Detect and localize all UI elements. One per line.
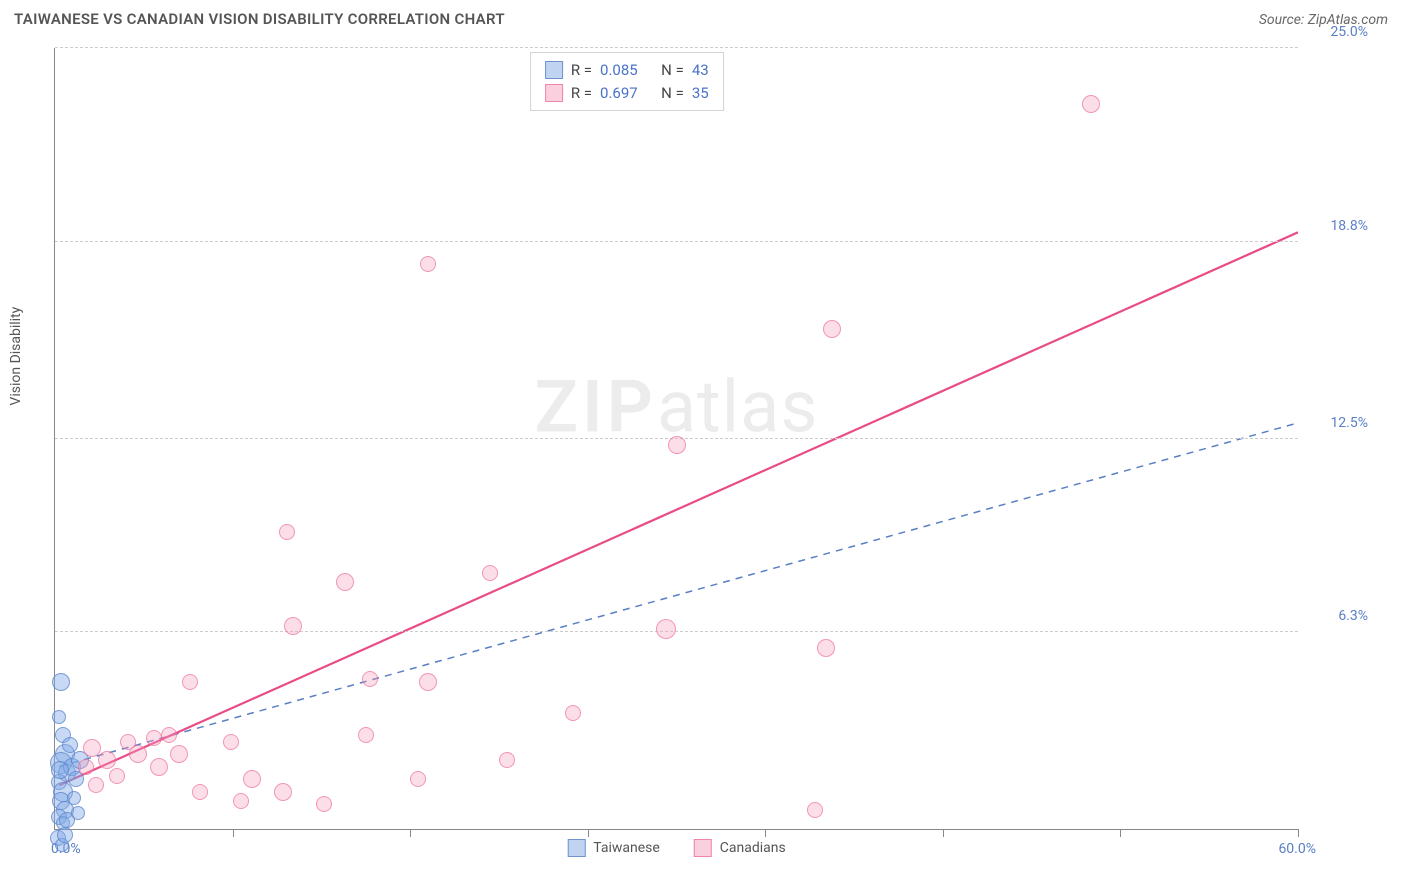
data-point	[161, 727, 177, 743]
n-value: 35	[692, 82, 709, 105]
data-point	[1082, 95, 1100, 113]
data-point	[807, 802, 823, 818]
y-tick-label: 6.3%	[1308, 608, 1368, 624]
data-point	[316, 796, 332, 812]
x-tick	[233, 829, 234, 837]
data-point	[71, 806, 85, 820]
x-tick	[765, 829, 766, 837]
r-value: 0.085	[600, 59, 638, 82]
chart-header: TAIWANESE VS CANADIAN VISION DISABILITY …	[0, 0, 1406, 34]
data-point	[78, 759, 94, 775]
data-point	[656, 619, 676, 639]
data-point	[410, 771, 426, 787]
legend-item: Canadians	[694, 839, 786, 857]
x-tick	[588, 829, 589, 837]
data-point	[192, 784, 208, 800]
legend-swatch	[545, 61, 563, 79]
data-point	[170, 745, 188, 763]
n-label: N =	[661, 82, 684, 105]
x-max-label: 60.0%	[1278, 841, 1316, 857]
trend-line	[59, 423, 1298, 767]
x-tick	[1120, 829, 1121, 837]
legend-label: Canadians	[720, 840, 786, 856]
legend-row: R = 0.697 N = 35	[545, 82, 709, 105]
correlation-legend: R = 0.085 N = 43 R = 0.697 N = 35	[530, 52, 724, 111]
data-point	[182, 674, 198, 690]
data-point	[67, 791, 81, 805]
legend-swatch	[694, 839, 712, 857]
y-tick-label: 12.5%	[1308, 415, 1368, 431]
data-point	[668, 436, 686, 454]
data-point	[284, 617, 302, 635]
x-tick	[1298, 829, 1299, 837]
data-point	[420, 256, 436, 272]
data-point	[83, 739, 101, 757]
data-point	[57, 827, 73, 843]
data-point	[419, 673, 437, 691]
data-point	[817, 639, 835, 657]
y-tick-label: 25.0%	[1308, 24, 1368, 40]
data-point	[565, 705, 581, 721]
n-value: 43	[692, 59, 709, 82]
data-point	[52, 673, 70, 691]
n-label: N =	[661, 59, 684, 82]
legend-row: R = 0.085 N = 43	[545, 59, 709, 82]
gridline	[55, 241, 1298, 242]
r-value: 0.697	[600, 82, 638, 105]
y-axis-label: Vision Disability	[8, 307, 24, 406]
data-point	[109, 768, 125, 784]
trend-line	[59, 232, 1298, 785]
data-point	[823, 320, 841, 338]
data-point	[482, 565, 498, 581]
data-point	[52, 710, 66, 724]
legend-item: Taiwanese	[567, 839, 660, 857]
gridline	[55, 631, 1298, 632]
series-legend: Taiwanese Canadians	[567, 839, 786, 857]
data-point	[362, 671, 378, 687]
r-label: R =	[571, 59, 592, 82]
plot-area: ZIPatlas R = 0.085 N = 43 R = 0.697 N = …	[54, 48, 1298, 830]
r-label: R =	[571, 82, 592, 105]
data-point	[336, 573, 354, 591]
data-point	[358, 727, 374, 743]
data-point	[51, 761, 69, 779]
x-tick	[943, 829, 944, 837]
data-point	[223, 734, 239, 750]
data-point	[279, 524, 295, 540]
legend-label: Taiwanese	[593, 840, 660, 856]
data-point	[274, 783, 292, 801]
x-tick	[410, 829, 411, 837]
chart-container: Vision Disability ZIPatlas R = 0.085 N =…	[14, 40, 1388, 870]
y-tick-label: 18.8%	[1308, 218, 1368, 234]
chart-title: TAIWANESE VS CANADIAN VISION DISABILITY …	[14, 10, 505, 28]
gridline	[55, 47, 1298, 48]
data-point	[98, 751, 116, 769]
data-point	[499, 752, 515, 768]
legend-swatch	[545, 84, 563, 102]
data-point	[243, 770, 261, 788]
data-point	[150, 758, 168, 776]
data-point	[146, 730, 162, 746]
data-point	[62, 737, 78, 753]
data-point	[88, 777, 104, 793]
data-point	[120, 734, 136, 750]
legend-swatch	[567, 839, 585, 857]
data-point	[233, 793, 249, 809]
